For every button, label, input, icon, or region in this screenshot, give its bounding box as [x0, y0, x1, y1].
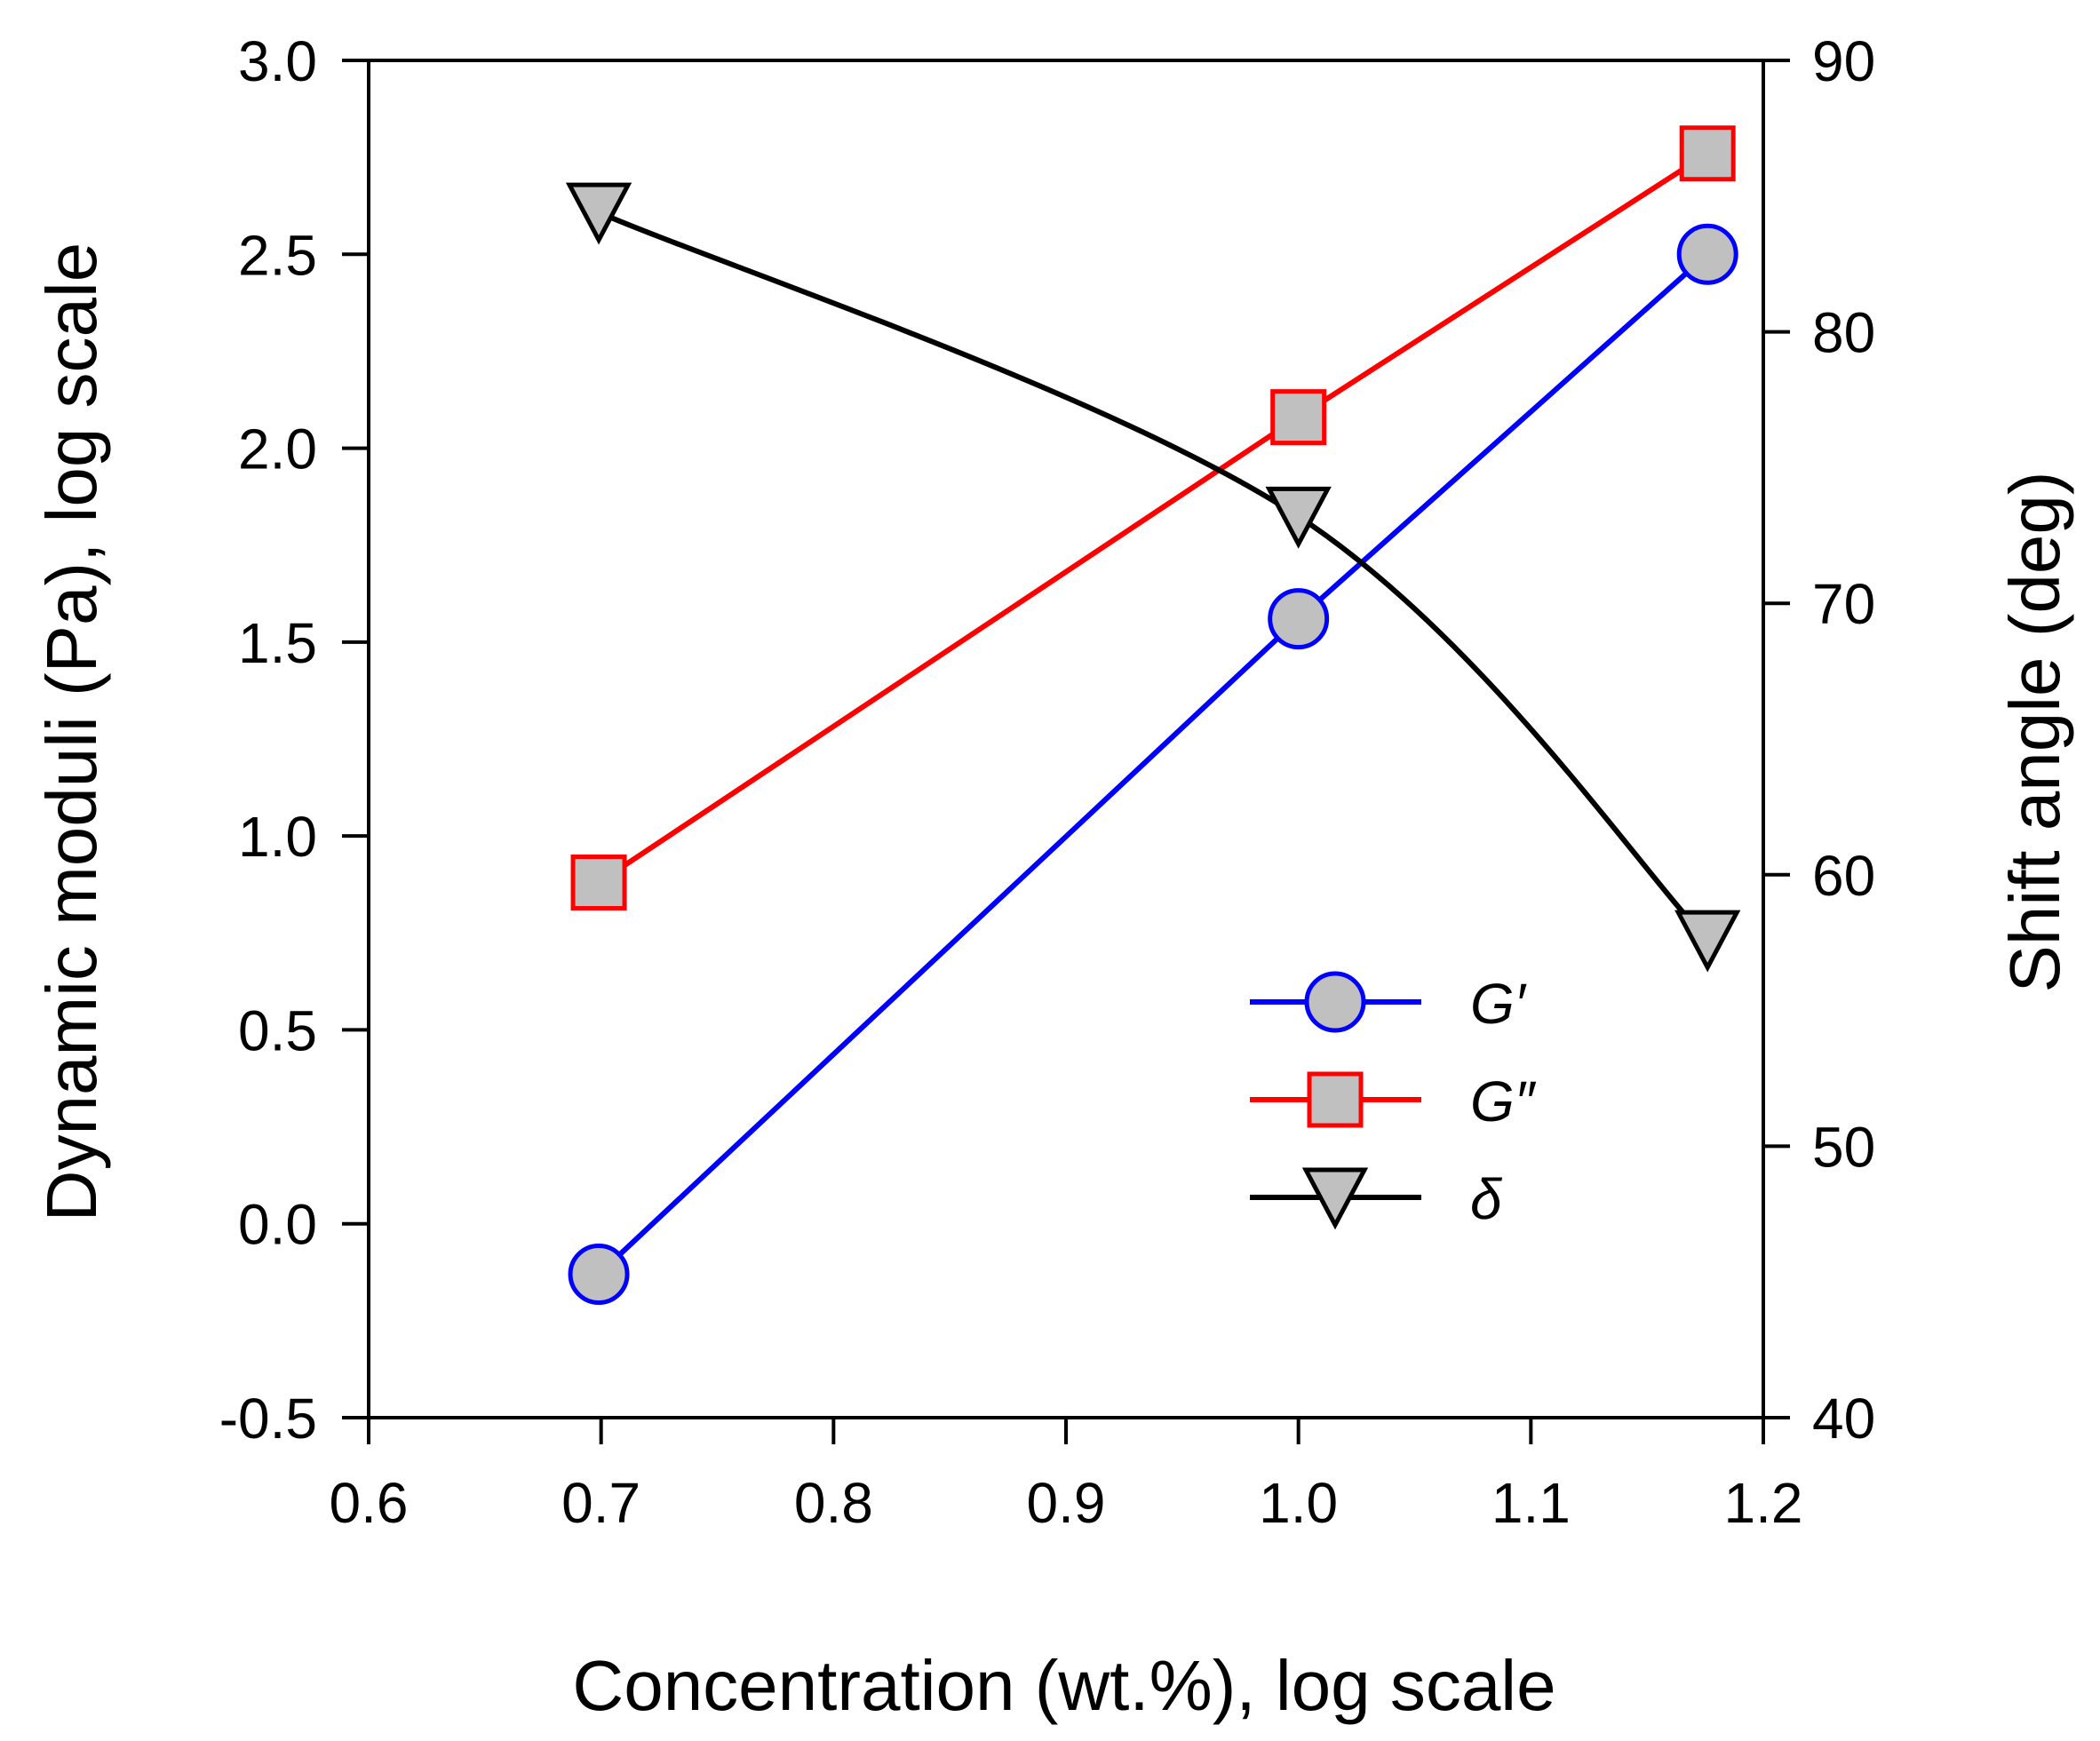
y2-tick-label: 90	[1812, 29, 1875, 93]
data-point	[568, 1243, 630, 1305]
legend-label: δ	[1470, 1167, 1503, 1231]
data-point	[1270, 389, 1327, 446]
plot-frame	[367, 59, 1765, 1419]
data-point	[1268, 588, 1330, 650]
y-tick-label: 1.0	[238, 805, 317, 869]
y-tick-label: 2.0	[238, 417, 317, 481]
y2-tick-label: 50	[1812, 1115, 1875, 1179]
y-tick-label: 1.5	[238, 611, 317, 675]
data-point	[1676, 223, 1738, 285]
legend-item-1: G′	[1250, 971, 1527, 1036]
x-tick-label: 1.1	[1491, 1471, 1571, 1535]
legend-item-2: G″	[1250, 1069, 1537, 1133]
y2-tick-label: 70	[1812, 572, 1875, 636]
legend-item-3: δ	[1250, 1167, 1503, 1231]
x-tick-label: 0.6	[330, 1471, 409, 1535]
y-tick-label: 3.0	[238, 29, 317, 93]
y-tick-label: 2.5	[238, 223, 317, 287]
x-tick-label: 1.0	[1259, 1471, 1338, 1535]
series-layer	[565, 125, 1741, 1305]
y-tick-label: -0.5	[219, 1387, 317, 1451]
legend: G′ G″ δ	[1250, 971, 1537, 1231]
y2-axis-title: Shift angle (deg)	[1995, 471, 2074, 992]
series-line	[596, 252, 1710, 1276]
x-tick-label: 0.8	[794, 1471, 873, 1535]
legend-marker	[1304, 971, 1366, 1033]
plot-area-border	[367, 59, 1765, 1419]
data-point	[565, 182, 632, 245]
y2-tick-label: 60	[1812, 844, 1875, 908]
axes: 0.6 0.7 0.8 0.9 1.0 1.1 1.2 -0.5 0.0 0.5 1.0 1.5 2.0…	[219, 29, 1875, 1535]
y-tick-label: 0.5	[238, 998, 317, 1062]
data-point	[1674, 910, 1741, 973]
legend-marker	[1307, 1071, 1364, 1128]
series-line	[597, 151, 1709, 886]
x-tick-label: 0.9	[1027, 1471, 1106, 1535]
data-point	[1679, 125, 1736, 182]
legend-label: G′	[1470, 972, 1527, 1036]
y2-tick-label: 80	[1812, 301, 1875, 365]
y-axis-title: Dynamic moduli (Pa), log scale	[32, 242, 111, 1222]
series-line	[597, 210, 1710, 942]
series-1	[568, 223, 1738, 1305]
x-tick-label: 1.2	[1724, 1471, 1803, 1535]
x-axis-title: Concentration (wt.%), log scale	[572, 1646, 1555, 1725]
data-point	[570, 855, 627, 911]
y-tick-label: 0.0	[238, 1193, 317, 1257]
x-tick-label: 0.7	[561, 1471, 640, 1535]
y2-tick-label: 40	[1812, 1387, 1875, 1451]
data-point	[1265, 486, 1332, 549]
series-3	[565, 182, 1741, 973]
series-2	[570, 125, 1736, 911]
legend-label: G″	[1470, 1069, 1537, 1133]
legend-marker	[1301, 1167, 1369, 1230]
